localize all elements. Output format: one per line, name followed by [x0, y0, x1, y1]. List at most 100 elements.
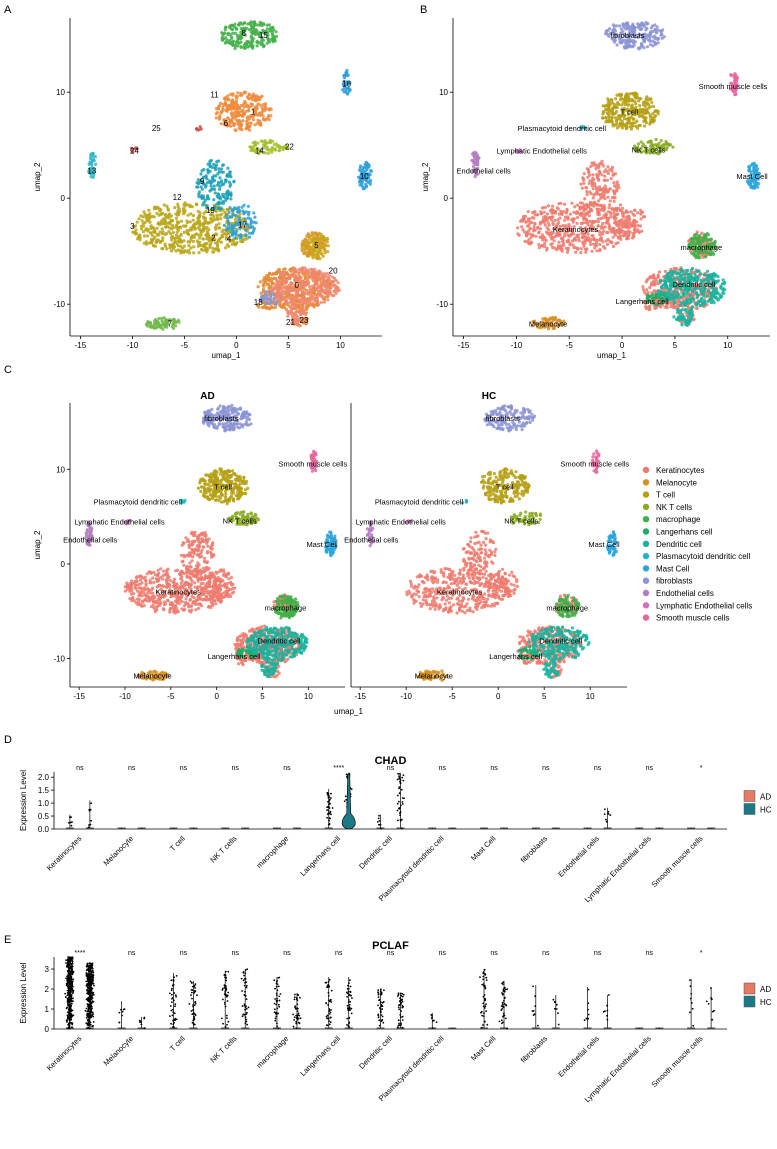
- umap-point: [521, 228, 524, 231]
- umap-point: [634, 121, 637, 124]
- umap-point: [180, 250, 183, 253]
- cluster-label: 22: [285, 142, 294, 151]
- umap-point: [625, 92, 628, 95]
- umap-point: [565, 247, 568, 250]
- umap-point: [346, 74, 349, 77]
- umap-point: [229, 226, 232, 229]
- umap-point: [234, 207, 237, 210]
- umap-point: [229, 194, 232, 197]
- umap-point: [280, 279, 283, 282]
- umap-point: [663, 280, 666, 283]
- cluster-label: 12: [173, 193, 182, 202]
- umap-point: [559, 245, 562, 248]
- umap-point: [213, 184, 216, 187]
- umap-point: [613, 221, 616, 224]
- umap-point: [333, 283, 336, 286]
- umap-point: [160, 324, 163, 327]
- umap-point: [544, 206, 547, 209]
- umap-point: [178, 237, 181, 240]
- umap-point: [223, 224, 226, 227]
- umap-point: [234, 114, 237, 117]
- umap-point: [585, 247, 588, 250]
- umap-point: [269, 139, 272, 142]
- umap-point: [614, 185, 617, 188]
- umap-point: [672, 306, 675, 309]
- umap-point: [321, 283, 324, 286]
- umap-point: [319, 270, 322, 273]
- umap-point: [628, 44, 631, 47]
- umap-point: [295, 322, 298, 325]
- umap-point: [210, 184, 213, 187]
- umap-point: [706, 275, 709, 278]
- umap-point: [632, 222, 635, 225]
- umap-point: [225, 214, 228, 217]
- umap-point: [311, 235, 314, 238]
- umap-point: [616, 180, 619, 183]
- umap-point: [576, 216, 579, 219]
- umap-point: [592, 196, 595, 199]
- umap-point: [303, 240, 306, 243]
- umap-point: [721, 288, 724, 291]
- umap-point: [92, 176, 95, 179]
- umap-point: [624, 96, 627, 99]
- umap-point: [673, 296, 676, 299]
- umap-point: [276, 284, 279, 287]
- umap-point: [235, 97, 238, 100]
- cluster-label: 3: [130, 222, 135, 231]
- x-tick-label: 0: [234, 341, 239, 350]
- umap-point: [292, 298, 295, 301]
- umap-point: [142, 230, 145, 233]
- umap-point: [235, 118, 238, 121]
- umap-point: [631, 24, 634, 27]
- umap-point: [273, 283, 276, 286]
- umap-point: [202, 201, 205, 204]
- umap-point: [146, 230, 149, 233]
- umap-point: [751, 162, 754, 165]
- umap-point: [157, 214, 160, 217]
- umap-point: [143, 234, 146, 237]
- umap-point: [320, 233, 323, 236]
- umap-point: [229, 42, 232, 45]
- umap-point: [246, 45, 249, 48]
- umap-point: [150, 241, 153, 244]
- umap-point: [235, 107, 238, 110]
- umap-point: [197, 195, 200, 198]
- umap-point: [604, 120, 607, 123]
- umap-point: [616, 106, 619, 109]
- umap-point: [158, 207, 161, 210]
- umap-point: [612, 236, 615, 239]
- umap-point: [664, 270, 667, 273]
- umap-point: [647, 107, 650, 110]
- umap-point: [250, 20, 253, 23]
- umap-point: [303, 292, 306, 295]
- umap-point: [573, 205, 576, 208]
- umap-point: [613, 232, 616, 235]
- umap-point: [530, 236, 533, 239]
- umap-point: [612, 189, 615, 192]
- umap-point: [631, 124, 634, 127]
- umap-point: [599, 197, 602, 200]
- umap-point: [212, 163, 215, 166]
- umap-point: [236, 37, 239, 40]
- umap-point: [307, 248, 310, 251]
- umap-point: [698, 234, 701, 237]
- umap-point: [222, 32, 225, 35]
- umap-point: [140, 227, 143, 230]
- umap-point: [625, 127, 628, 130]
- umap-point: [600, 204, 603, 207]
- umap-point: [655, 109, 658, 112]
- cluster-label: 6: [224, 119, 229, 128]
- umap-point: [617, 207, 620, 210]
- umap-point: [691, 267, 694, 270]
- cluster-label: 13: [87, 167, 96, 176]
- umap-point: [627, 215, 630, 218]
- umap-point: [574, 239, 577, 242]
- umap-point: [145, 219, 148, 222]
- umap-point: [655, 42, 658, 45]
- umap-point: [153, 322, 156, 325]
- umap-point: [265, 147, 268, 150]
- umap-point: [213, 218, 216, 221]
- umap-point: [217, 222, 220, 225]
- umap-point: [163, 203, 166, 206]
